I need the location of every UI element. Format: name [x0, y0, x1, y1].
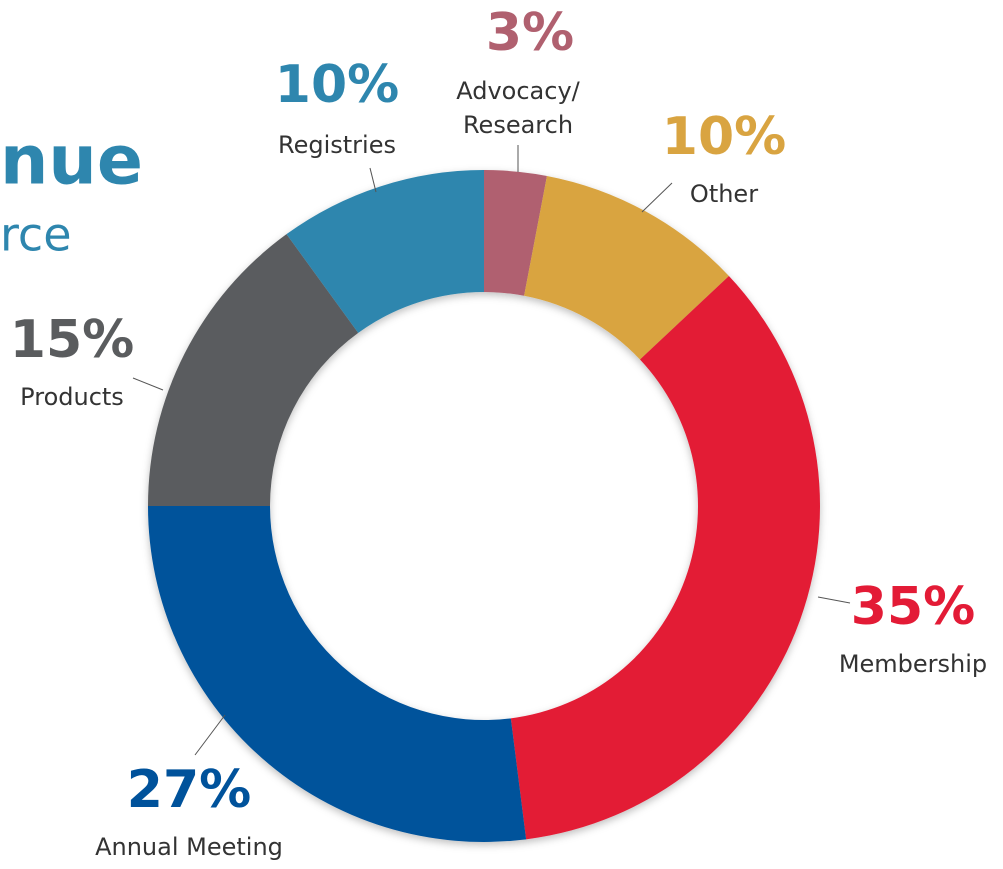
chart-subtitle: rce — [0, 208, 72, 262]
value-label: 15% — [10, 310, 134, 370]
category-label: Registries — [278, 131, 396, 159]
chart-title: nue — [0, 122, 143, 201]
leader-line — [369, 167, 377, 193]
category-label: Annual Meeting — [95, 833, 283, 861]
category-label: Advocacy/Research — [456, 77, 580, 139]
donut-slice — [148, 234, 359, 506]
value-label: 10% — [662, 107, 786, 167]
category-label: Products — [20, 383, 124, 411]
value-label: 35% — [851, 577, 975, 637]
leader-line — [641, 182, 673, 213]
value-label: 10% — [275, 55, 399, 115]
donut-slice — [524, 175, 729, 360]
value-label: 27% — [127, 760, 251, 820]
value-label: 3% — [486, 3, 574, 63]
donut-slice — [148, 506, 527, 842]
category-label: Membership — [839, 650, 987, 678]
leader-line — [194, 714, 226, 756]
donut — [148, 170, 821, 842]
donut-slice — [286, 170, 484, 333]
donut-slice — [484, 170, 547, 296]
leader-line — [132, 377, 164, 391]
leader-line — [817, 596, 851, 604]
category-label: Other — [690, 180, 758, 208]
donut-slice — [510, 275, 821, 840]
